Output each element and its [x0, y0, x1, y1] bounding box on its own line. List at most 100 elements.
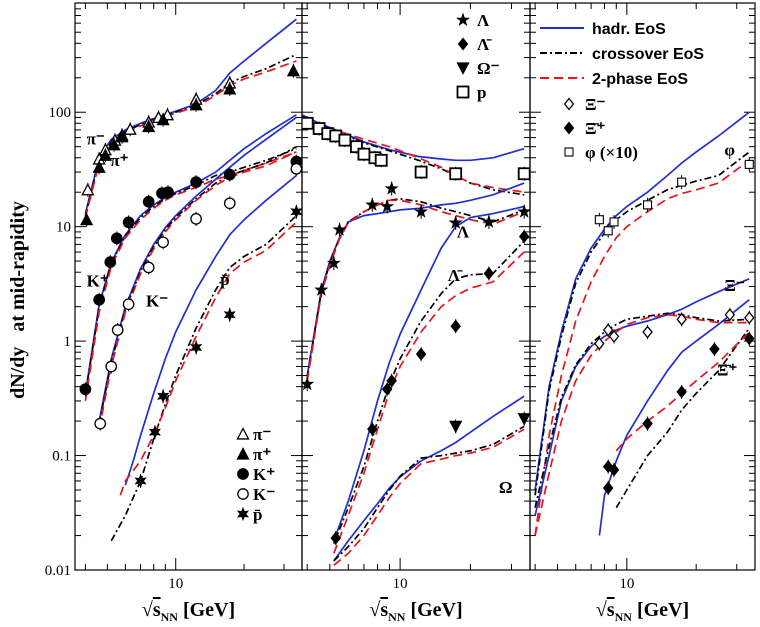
data-point — [122, 298, 135, 311]
axis-titles: √sNN [GeV] √sNN [GeV] √sNN [GeV] dN/dy at m… — [7, 201, 689, 624]
data-point — [98, 148, 112, 161]
x-axis-title: √sNN [GeV] — [369, 599, 462, 624]
data-point — [744, 332, 755, 346]
legend-marker — [457, 37, 469, 51]
x-axis-title: √sNN [GeV] — [596, 599, 689, 624]
data-point — [115, 129, 129, 143]
y-ticks — [530, 2, 755, 571]
data-point — [517, 167, 530, 181]
data-point — [518, 229, 530, 244]
annotation-label: K⁺ — [87, 272, 109, 291]
annotation-label: p̄ — [220, 270, 229, 289]
legend-marker — [236, 427, 250, 440]
curve-twophase — [333, 428, 525, 566]
data-point — [642, 325, 653, 339]
series-square-open — [302, 116, 530, 181]
annotation-label: Λ — [457, 223, 470, 242]
panel-frame — [529, 2, 756, 571]
data-point — [110, 232, 123, 245]
data-point — [122, 216, 135, 229]
legend-label: p̄ — [253, 505, 262, 524]
legend-marker — [455, 12, 471, 26]
legend-label: φ (×10) — [585, 143, 638, 162]
data-point — [357, 147, 371, 161]
annotation-label: K⁻ — [146, 292, 168, 311]
data-point — [190, 176, 202, 188]
data-point — [594, 337, 605, 351]
x-tick-label: 10 — [393, 576, 408, 592]
legend-label: π⁺ — [253, 445, 271, 464]
curve-hadr — [534, 111, 750, 491]
data-point — [148, 425, 161, 440]
annotation-label: π⁺ — [110, 151, 128, 170]
data-point — [330, 531, 341, 545]
data-point — [104, 256, 117, 268]
legend: π⁻π⁺K⁺K⁻p̄ — [236, 425, 275, 524]
legend: Λ Λ̄ Ω⁻ p — [455, 11, 500, 102]
x-ticks — [84, 3, 285, 570]
legend-marker — [236, 507, 250, 521]
legend-label: 2-phase EoS — [592, 71, 688, 88]
legend-label: Ξ̄⁺ — [585, 119, 606, 138]
legend-label: p — [477, 83, 486, 102]
annotations: Λ Λ̄ Ω — [448, 223, 513, 497]
series-triangle-down — [449, 411, 530, 434]
annotation-label: π⁻ — [87, 130, 105, 149]
annotation-label: Ξ⁻ — [724, 276, 745, 295]
annotations: π⁻ π⁺ K⁺ K⁻ p̄ — [87, 130, 230, 311]
legend-label: Ω⁻ — [477, 59, 500, 78]
annotation-label: Λ̄ — [448, 266, 463, 285]
data-point — [677, 177, 687, 187]
y-ticks — [75, 2, 302, 571]
curve-crossover — [534, 312, 750, 508]
curve-twophase — [534, 159, 750, 536]
annotation-label: Ξ̄⁺ — [717, 361, 738, 380]
data-point — [123, 122, 137, 135]
curve-twophase — [98, 151, 297, 430]
data-point — [223, 81, 237, 95]
data-point — [744, 159, 754, 169]
data-point — [414, 165, 428, 179]
data-point — [724, 308, 736, 322]
data-point — [602, 323, 614, 337]
legend-marker — [563, 121, 575, 135]
legend-label: hadr. EoS — [592, 21, 666, 38]
series-star5 — [302, 181, 530, 392]
data-point — [608, 463, 620, 477]
curve-hadr — [306, 182, 525, 376]
y-ticks — [302, 2, 530, 571]
data-point — [162, 186, 174, 199]
data-point — [223, 197, 236, 210]
panel-strange: 10 φ Ξ⁻ Ξ̄⁺ Ξ⁻ Ξ̄⁺ φ (×10) hadr. EoS crossover E… — [529, 2, 756, 592]
data-point — [386, 374, 397, 388]
model-curves — [302, 114, 525, 566]
annotations: φ Ξ⁻ Ξ̄⁺ — [717, 140, 745, 379]
series-triangle — [80, 63, 300, 227]
data-point — [105, 360, 118, 373]
data-point — [107, 137, 121, 151]
annotation-label: Ω — [499, 478, 513, 497]
x-axis-title: √sNN [GeV] — [142, 599, 235, 624]
legend-label: crossover EoS — [592, 46, 704, 63]
data-point — [190, 213, 202, 225]
data-point — [134, 473, 147, 488]
data-point — [448, 215, 463, 229]
data-point — [142, 261, 155, 274]
data-point — [450, 319, 461, 333]
curve-twophase — [615, 331, 750, 452]
curve-crossover — [534, 151, 750, 496]
legend-marker — [236, 447, 250, 460]
data-point — [642, 200, 653, 210]
data-point — [223, 168, 236, 181]
panel-baryons: 10 Λ Λ̄ Ω Λ Λ̄ Ω⁻ p — [301, 2, 531, 592]
data-point — [92, 160, 106, 173]
legend-marker — [237, 488, 249, 500]
series-triangle-open — [81, 75, 237, 197]
data-point — [374, 153, 388, 167]
legend-marker — [563, 97, 575, 111]
series-square-open-small — [594, 157, 754, 238]
x-ticks — [306, 3, 513, 570]
data-point — [290, 204, 302, 219]
